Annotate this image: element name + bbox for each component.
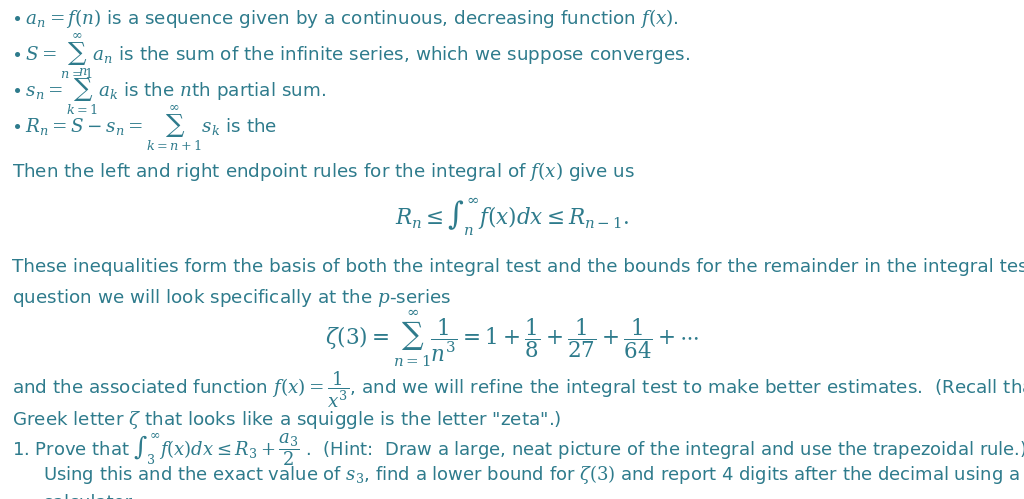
Text: $\bullet\; s_n = \sum_{k=1}^{n} a_k$ is the $n$th partial sum.: $\bullet\; s_n = \sum_{k=1}^{n} a_k$ is …: [12, 66, 327, 117]
Text: $\zeta(3) = \sum_{n=1}^{\infty} \dfrac{1}{n^3} = 1 + \dfrac{1}{8} + \dfrac{1}{27: $\zeta(3) = \sum_{n=1}^{\infty} \dfrac{1…: [325, 308, 699, 369]
Text: and the associated function $f(x) = \dfrac{1}{x^3}$, and we will refine the inte: and the associated function $f(x) = \dfr…: [12, 369, 1024, 410]
Text: 1. Prove that $\int_3^{\infty} f(x)dx \leq R_3 + \dfrac{a_3}{2}$ .  (Hint:  Draw: 1. Prove that $\int_3^{\infty} f(x)dx \l…: [12, 430, 1024, 468]
Text: $\bullet\; R_n = S - s_n = \sum_{k=n+1}^{\infty} s_k$ is the: $\bullet\; R_n = S - s_n = \sum_{k=n+1}^…: [12, 102, 278, 153]
Text: $\bullet\; a_n = f(n)$ is a sequence given by a continuous, decreasing function : $\bullet\; a_n = f(n)$ is a sequence giv…: [12, 7, 679, 30]
Text: Using this and the exact value of $s_3$, find a lower bound for $\zeta(3)$ and r: Using this and the exact value of $s_3$,…: [43, 463, 1020, 486]
Text: question we will look specifically at the $p$-series: question we will look specifically at th…: [12, 287, 452, 309]
Text: $R_n \leq \int_n^{\infty} f(x)dx \leq R_{n-1}.$: $R_n \leq \int_n^{\infty} f(x)dx \leq R_…: [395, 197, 629, 239]
Text: These inequalities form the basis of both the integral test and the bounds for t: These inequalities form the basis of bot…: [12, 258, 1024, 276]
Text: Then the left and right endpoint rules for the integral of $f(x)$ give us: Then the left and right endpoint rules f…: [12, 160, 635, 183]
Text: Greek letter $\zeta$ that looks like a squiggle is the letter "zeta".): Greek letter $\zeta$ that looks like a s…: [12, 409, 562, 431]
Text: $\bullet\; S = \sum_{n=1}^{\infty} a_n$ is the sum of the infinite series, which: $\bullet\; S = \sum_{n=1}^{\infty} a_n$ …: [12, 30, 690, 81]
Text: calculator.: calculator.: [43, 494, 136, 499]
